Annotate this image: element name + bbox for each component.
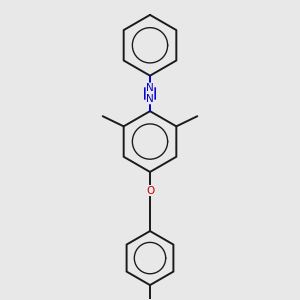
Text: N: N <box>146 94 154 104</box>
Text: O: O <box>146 185 154 196</box>
Text: N: N <box>146 83 154 93</box>
